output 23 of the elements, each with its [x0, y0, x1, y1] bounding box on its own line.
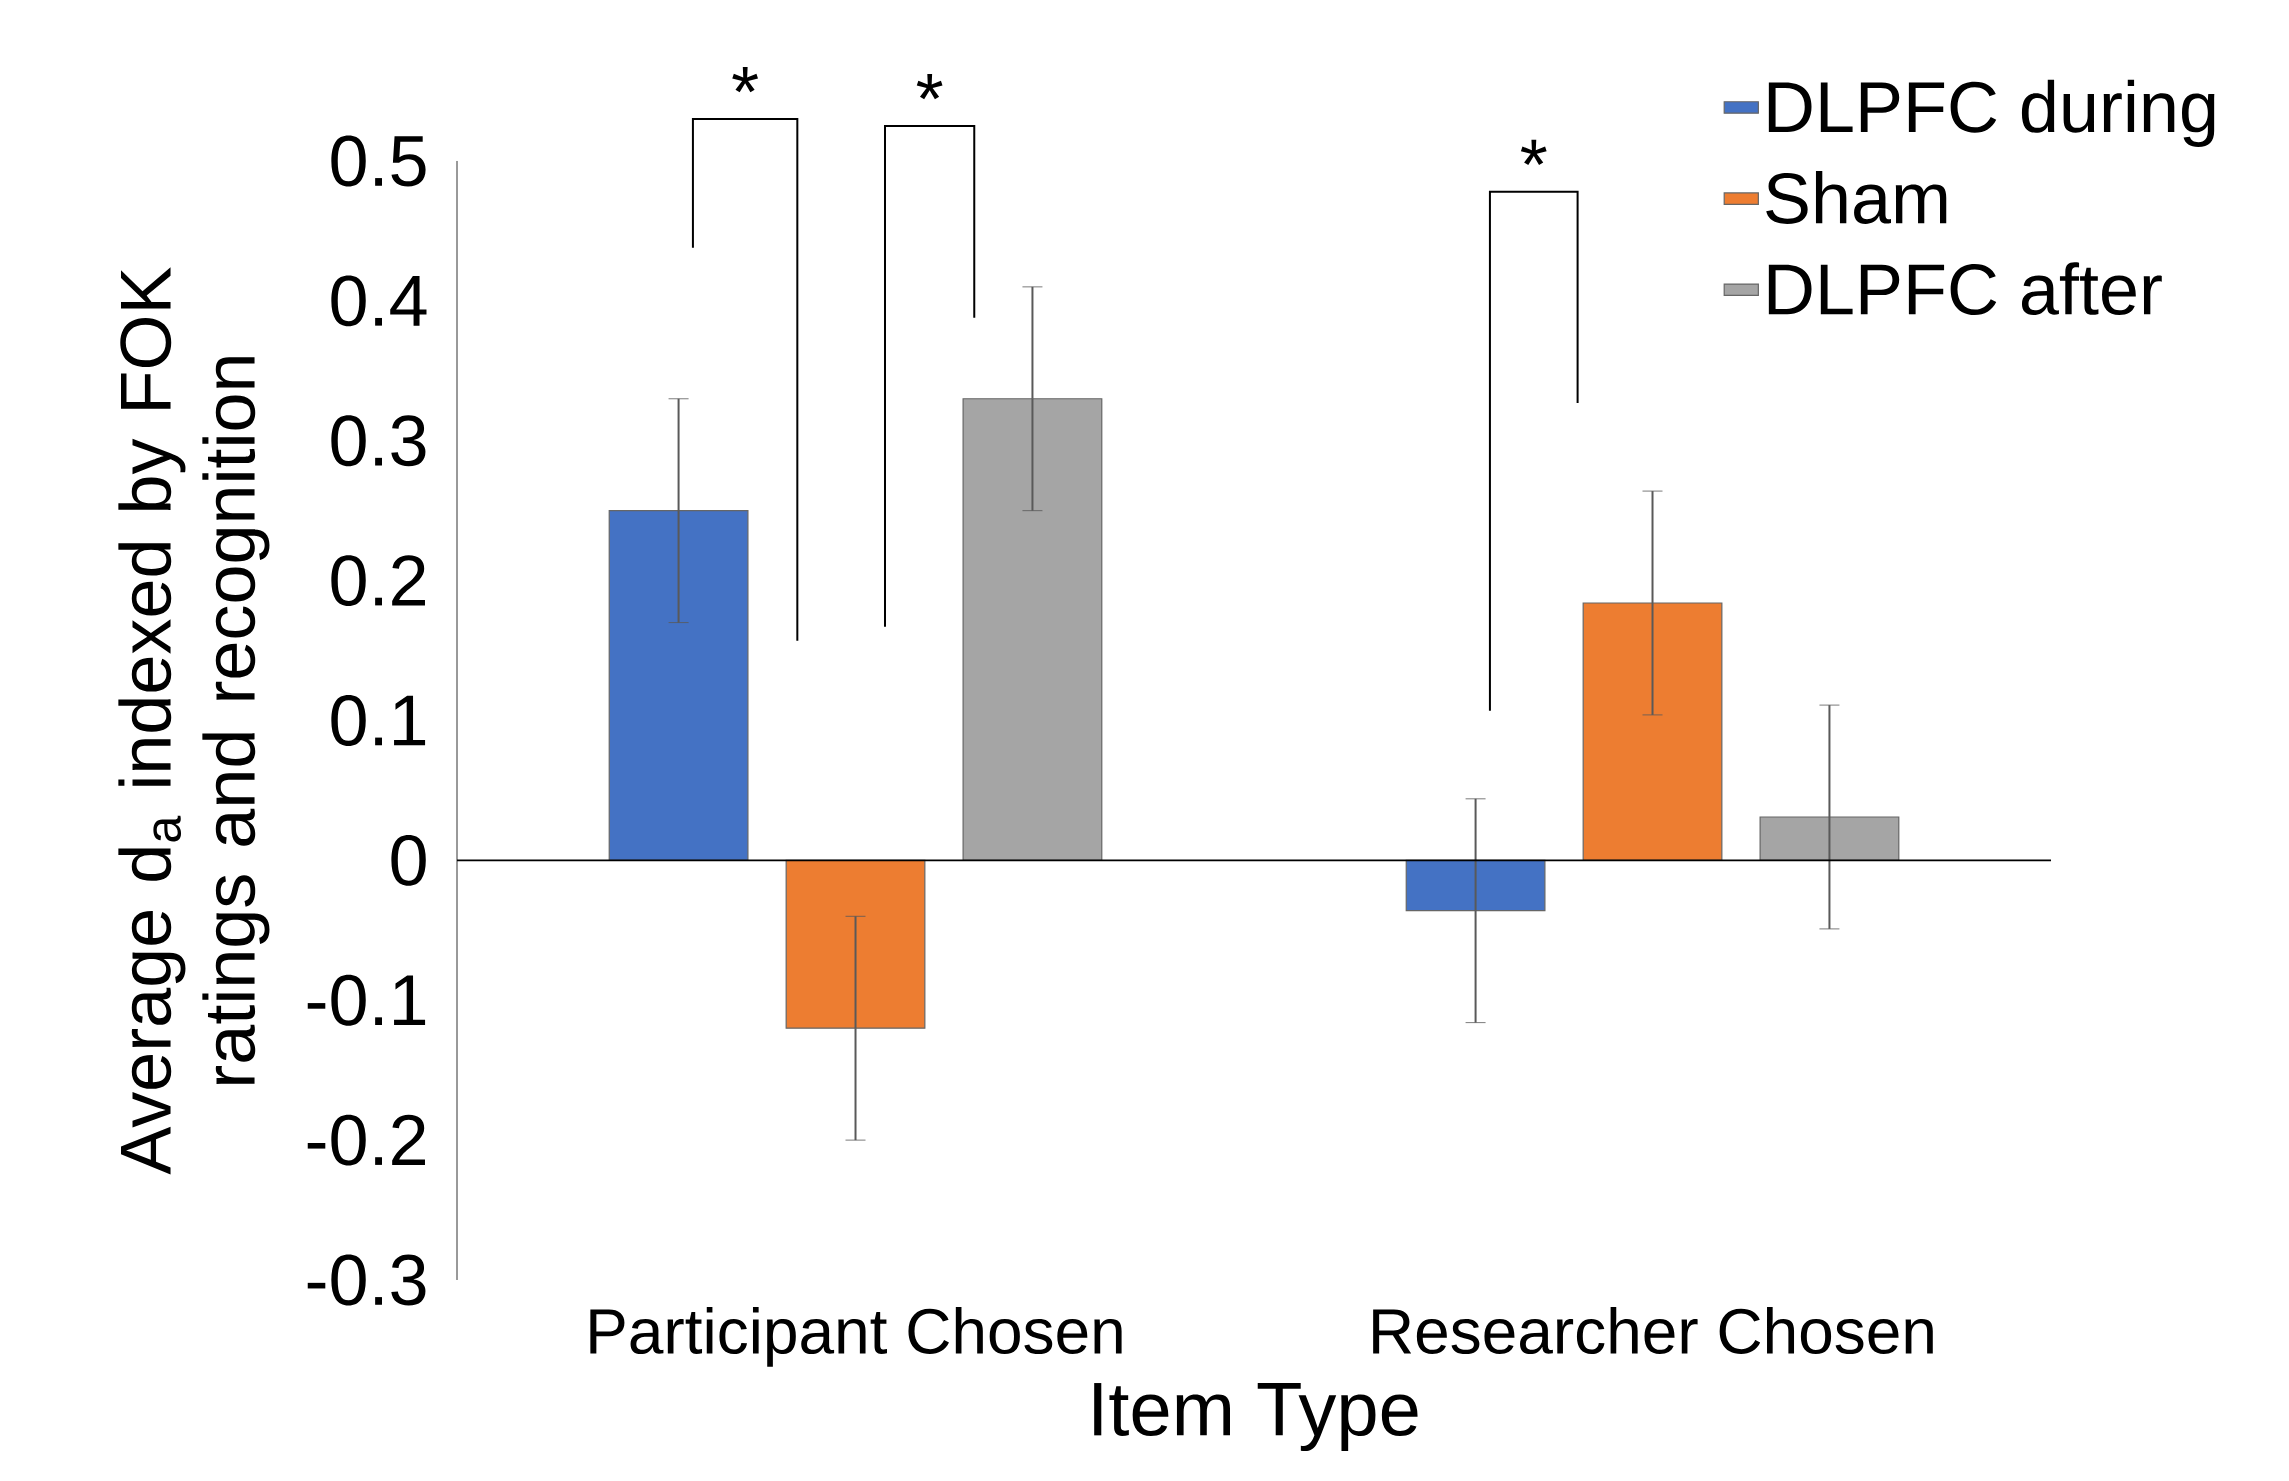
bar	[1759, 816, 1900, 861]
y-tick-label: 0.2	[331, 555, 425, 607]
bar	[1405, 859, 1546, 912]
x-axis-title: Item Type	[1094, 1383, 1418, 1452]
y-tick-label: 0.4	[331, 275, 427, 327]
y-tick-label: 0.1	[331, 695, 426, 746]
bar	[962, 398, 1103, 861]
y-tick-label: -0.3	[307, 1254, 426, 1306]
text: *	[732, 67, 758, 93]
x-tick-label: Researcher Chosen	[1373, 1307, 1933, 1355]
y-tick-label: 0.3	[331, 415, 426, 467]
bar	[608, 510, 749, 861]
y-tick-label: -0.2	[307, 1114, 425, 1166]
annotation: *	[1520, 139, 1547, 166]
y-tick-label: -0.1	[307, 974, 426, 1026]
x-tick-label: Participant Chosen	[590, 1307, 1122, 1367]
legend-label: Sham	[1766, 171, 1947, 224]
y-tick-label: 0.5	[331, 135, 426, 187]
legend-label: DLPFC after	[1768, 262, 2162, 315]
text: *	[916, 74, 943, 100]
legend-label: DLPFC during	[1768, 79, 2215, 147]
y-tick-label: 0	[391, 834, 426, 886]
bar	[1582, 602, 1723, 861]
